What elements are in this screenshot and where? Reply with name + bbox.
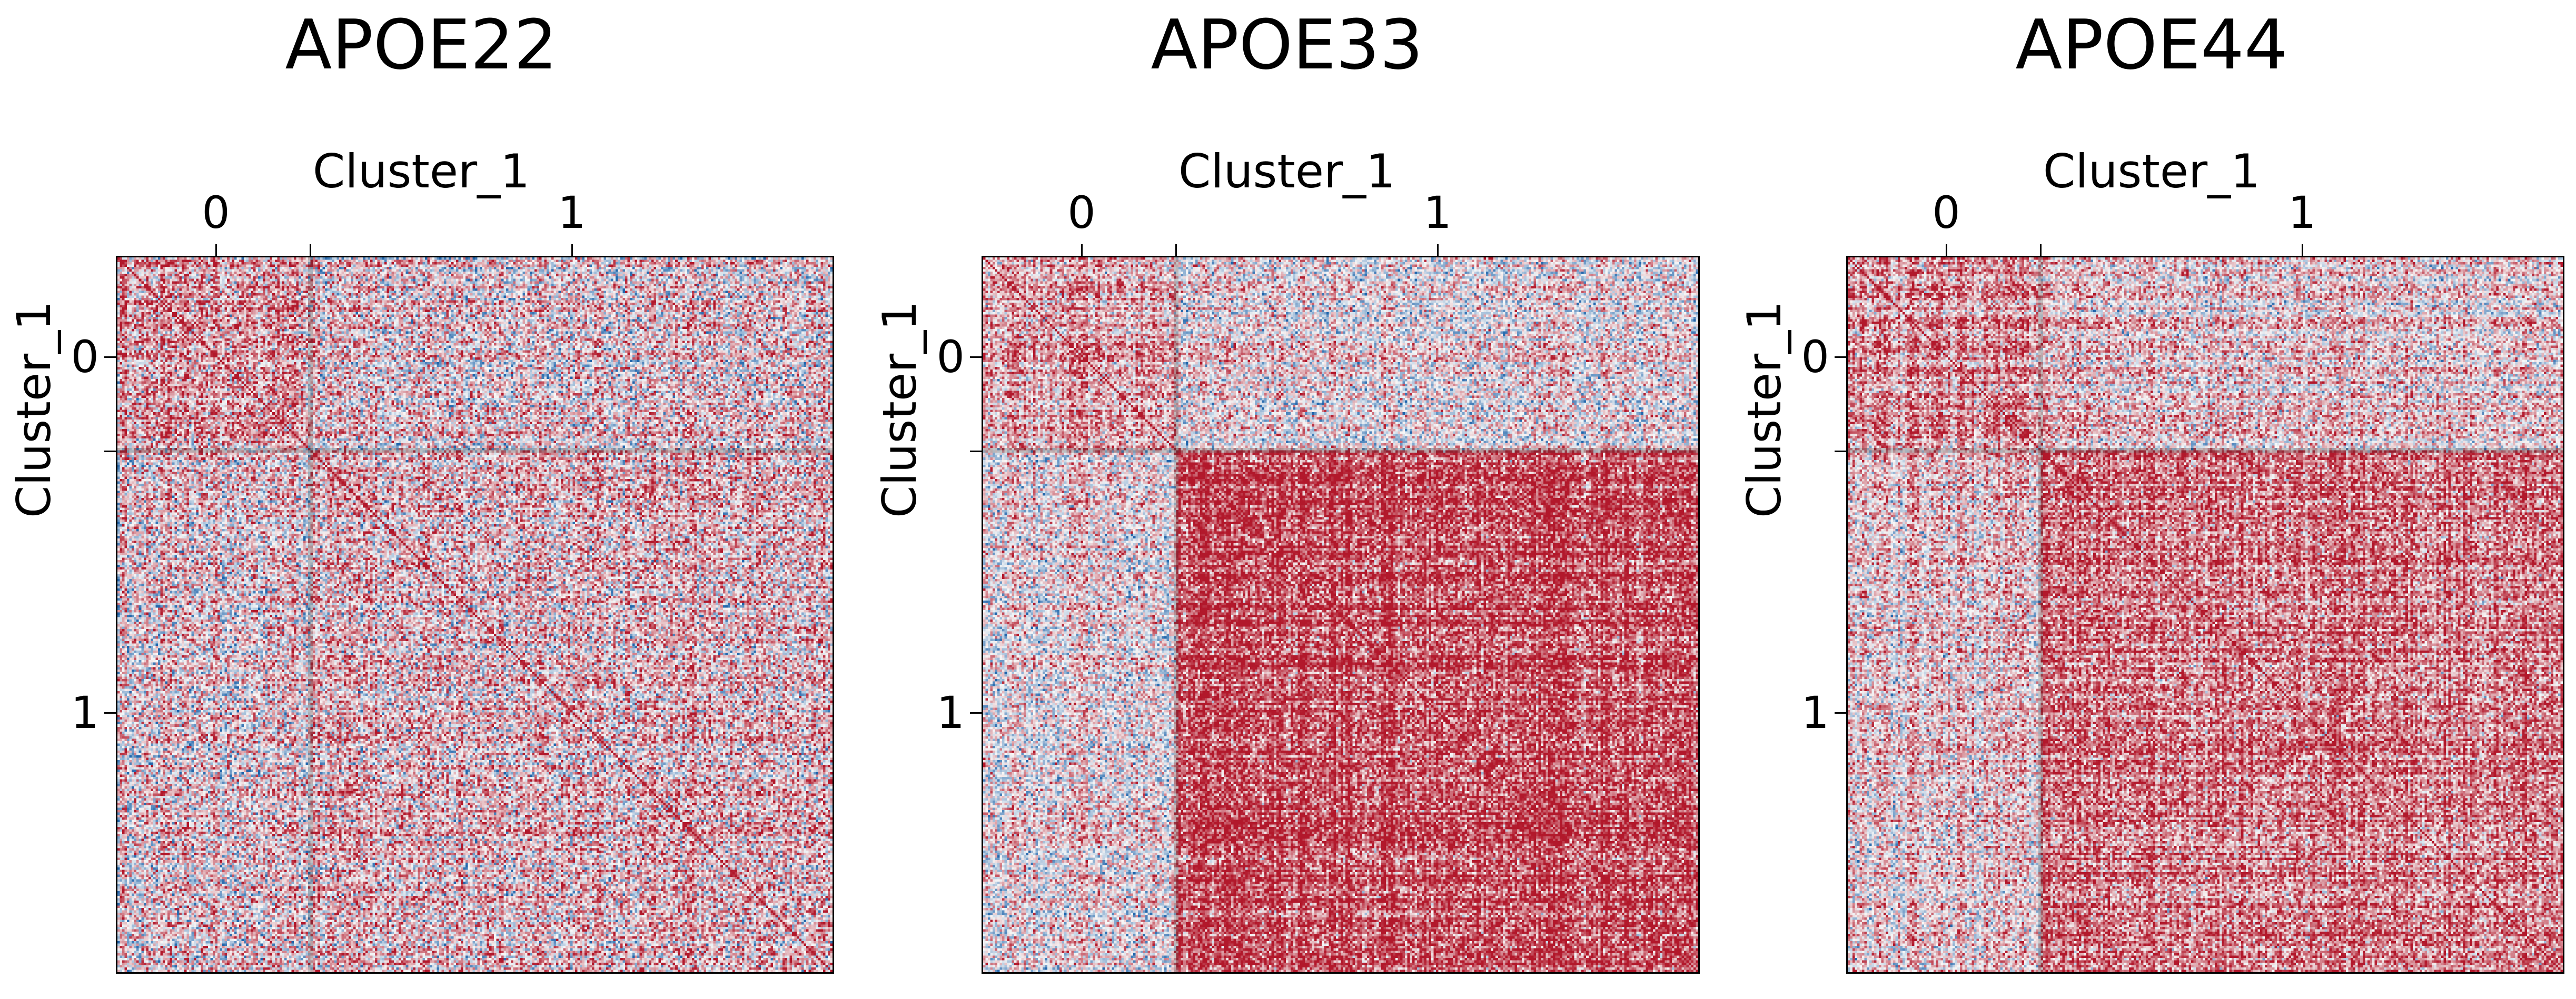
x-axis-label: Cluster_1 <box>2043 144 2261 198</box>
x-tick-label-0: 0 <box>1932 187 1960 238</box>
y-tick-label-0: 0 <box>71 331 99 383</box>
heatmap-panel-apoe33: APOE33 Cluster_1 Cluster_1 0 1 0 1 <box>866 0 1708 999</box>
y-tick-boundary <box>104 451 116 452</box>
x-tick-1 <box>571 244 573 256</box>
y-tick-0 <box>970 356 982 358</box>
x-tick-boundary <box>1175 244 1177 256</box>
y-tick-label-0: 0 <box>1801 331 1829 383</box>
correlation-heatmap <box>116 256 834 974</box>
chart-title: APOE22 <box>285 5 558 85</box>
x-tick-0 <box>1081 244 1083 256</box>
y-axis-label: Cluster_1 <box>1737 301 1791 518</box>
heatmap-panel-apoe44: APOE44 Cluster_1 Cluster_1 0 1 0 1 <box>1730 0 2573 999</box>
x-tick-0 <box>1946 244 1947 256</box>
x-axis-label: Cluster_1 <box>1178 144 1396 198</box>
heatmap-cells <box>983 257 1698 972</box>
y-axis-label: Cluster_1 <box>7 301 61 518</box>
chart-title: APOE33 <box>1151 5 1423 85</box>
x-tick-boundary <box>2040 244 2042 256</box>
y-axis-label: Cluster_1 <box>873 301 927 518</box>
x-tick-label-1: 1 <box>2288 187 2316 238</box>
y-tick-boundary <box>970 451 982 452</box>
y-tick-label-1: 1 <box>936 687 965 738</box>
x-tick-boundary <box>310 244 311 256</box>
y-tick-0 <box>104 356 116 358</box>
heatmap-panel-apoe22: APOE22 Cluster_1 Cluster_1 0 1 0 1 <box>0 0 843 999</box>
y-tick-label-1: 1 <box>1801 687 1829 738</box>
x-tick-1 <box>2302 244 2303 256</box>
x-axis-label: Cluster_1 <box>312 144 530 198</box>
heatmap-cells <box>117 257 833 972</box>
y-tick-label-1: 1 <box>71 687 99 738</box>
y-tick-1 <box>970 712 982 714</box>
x-tick-label-1: 1 <box>558 187 586 238</box>
y-tick-1 <box>104 712 116 714</box>
heatmap-cells <box>1848 257 2563 972</box>
correlation-heatmap <box>982 256 1700 974</box>
y-tick-boundary <box>1835 451 1846 452</box>
x-tick-label-0: 0 <box>202 187 230 238</box>
y-tick-1 <box>1835 712 1846 714</box>
chart-title: APOE44 <box>2015 5 2288 85</box>
x-tick-label-0: 0 <box>1067 187 1096 238</box>
x-tick-1 <box>1437 244 1439 256</box>
x-tick-0 <box>215 244 217 256</box>
correlation-heatmap <box>1846 256 2564 974</box>
y-tick-label-0: 0 <box>936 331 965 383</box>
y-tick-0 <box>1835 356 1846 358</box>
x-tick-label-1: 1 <box>1423 187 1452 238</box>
